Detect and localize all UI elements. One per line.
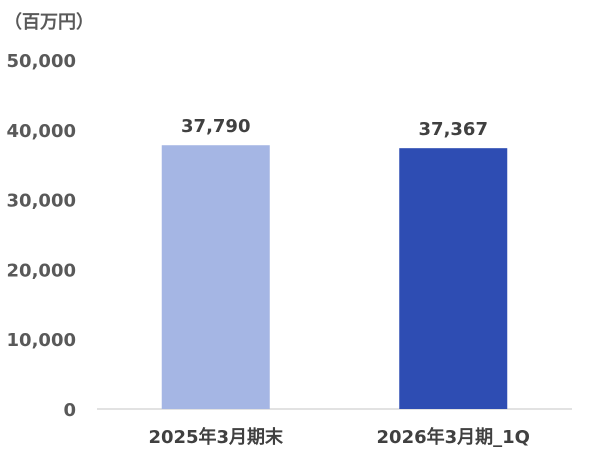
y-tick-label: 20,000 <box>7 260 76 281</box>
y-tick-label: 40,000 <box>7 121 76 142</box>
bar <box>161 145 270 409</box>
x-tick-label: 2026年3月期_1Q <box>377 426 530 448</box>
y-tick-label: 50,000 <box>7 51 76 72</box>
x-tick-label: 2025年3月期末 <box>148 426 284 448</box>
unit-label: （百万円） <box>4 12 94 33</box>
y-tick-label: 30,000 <box>7 191 76 212</box>
y-axis: 0 10,000 20,000 30,000 40,000 50,000 <box>7 51 76 421</box>
x-axis: 2025年3月期末 2026年3月期_1Q <box>148 426 530 448</box>
bar-value-label: 37,367 <box>419 119 488 140</box>
bar-value-label: 37,790 <box>181 116 250 137</box>
data-labels: 37,790 37,367 <box>181 116 488 140</box>
bar-series <box>161 145 508 409</box>
bar <box>399 148 508 409</box>
y-tick-label: 10,000 <box>7 330 76 351</box>
y-tick-label: 0 <box>63 400 76 421</box>
